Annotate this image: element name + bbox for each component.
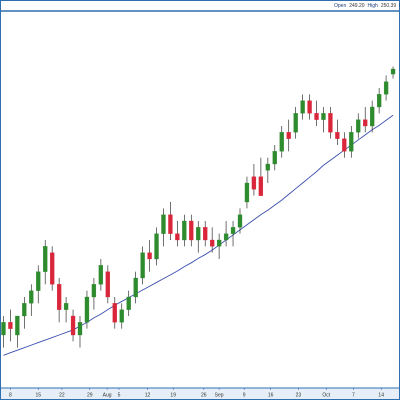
candle-body — [376, 94, 382, 108]
candle-body — [307, 100, 312, 114]
x-tick-label: 5 — [118, 392, 121, 398]
candle-body — [154, 233, 159, 260]
candle-body — [91, 284, 97, 298]
candle-body — [175, 233, 180, 241]
candle-body — [223, 233, 229, 241]
candle-body — [70, 315, 76, 336]
moving-average — [3, 114, 394, 356]
candle-body — [321, 113, 326, 120]
candle-body — [203, 227, 208, 241]
x-tick-label: 23 — [296, 392, 302, 398]
candle-body — [230, 227, 236, 234]
candle-body — [77, 322, 83, 336]
candle-body — [43, 246, 48, 272]
candle-body — [342, 138, 347, 152]
candle-body — [36, 271, 41, 291]
candle-body — [63, 303, 69, 310]
candle-body — [383, 81, 389, 95]
candle-body — [279, 132, 284, 152]
candle-body — [335, 132, 340, 139]
candle-body — [300, 100, 305, 114]
candle-body — [84, 296, 90, 323]
x-tick-label: 19 — [170, 392, 176, 398]
x-axis-bar — [0, 388, 400, 400]
candle-body — [272, 151, 277, 165]
candle-body — [8, 322, 13, 329]
candle-body — [29, 290, 34, 304]
x-tick-label: 15 — [35, 392, 41, 398]
x-tick-label: Sep — [215, 392, 224, 398]
candle-body — [56, 284, 62, 310]
header-text: 249.20 — [349, 3, 365, 9]
candle-body — [328, 113, 333, 133]
candle-body — [244, 182, 250, 203]
candle-body — [147, 252, 152, 260]
candle-body — [370, 106, 375, 127]
candle-body — [258, 176, 264, 196]
candle-body — [265, 163, 270, 171]
candle-body — [50, 252, 55, 285]
candle-body — [356, 119, 361, 133]
candle-body — [216, 239, 222, 247]
x-tick-label: 14 — [378, 392, 384, 398]
candle-body — [119, 309, 124, 323]
candle-body — [1, 322, 6, 336]
candle-body — [15, 315, 20, 336]
candle-body — [349, 132, 354, 152]
candle-body — [293, 113, 298, 133]
candle-body — [140, 252, 145, 279]
candle-body — [363, 119, 368, 127]
candle-body — [196, 227, 201, 241]
header-text: Open — [334, 3, 346, 9]
candle-body — [126, 296, 131, 310]
header-text: 250.39 — [381, 3, 397, 9]
x-tick-label: 29 — [87, 392, 93, 398]
header-text: High — [368, 3, 379, 9]
candle-body — [98, 265, 104, 285]
candle-body — [210, 239, 215, 247]
x-tick-label: 12 — [145, 392, 151, 398]
candle-body — [105, 271, 110, 298]
x-tick-label: Oct — [322, 392, 330, 398]
candle-body — [133, 277, 138, 298]
x-tick-label: 9 — [243, 392, 246, 398]
x-tick-label: 16 — [268, 392, 274, 398]
candle-body — [22, 303, 27, 317]
candle-body — [237, 214, 243, 228]
candle-body — [251, 176, 257, 190]
x-tick-label: 7 — [352, 392, 355, 398]
candle-body — [189, 220, 194, 241]
candle-body — [390, 68, 396, 75]
x-tick-label: Aug — [103, 392, 112, 398]
x-tick-label: 22 — [59, 392, 65, 398]
candle-body — [112, 303, 117, 323]
candle-body — [168, 214, 173, 234]
x-tick-label: 26 — [201, 392, 207, 398]
candle-body — [182, 220, 187, 241]
candle-body — [314, 113, 319, 120]
candle-body — [161, 214, 166, 234]
candle-body — [286, 132, 291, 139]
x-tick-label: 8 — [9, 392, 12, 398]
